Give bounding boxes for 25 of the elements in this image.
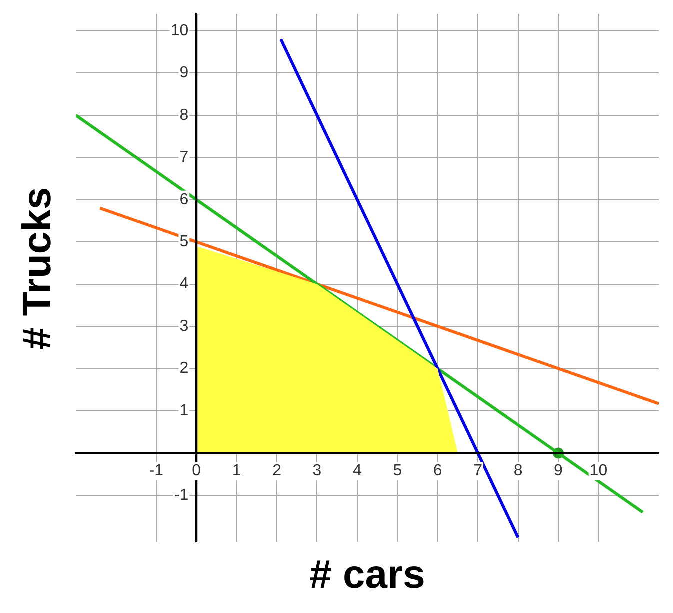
- y-tick-label: 6: [180, 191, 189, 208]
- x-tick-label: 1: [232, 462, 242, 480]
- y-tick-label: 8: [180, 106, 189, 124]
- x-tick-label: 5: [393, 462, 402, 480]
- y-tick-label: -1: [174, 486, 189, 504]
- y-tick-label: 4: [180, 276, 189, 293]
- x-tick-label: 3: [312, 462, 322, 480]
- y-axis-title: # Trucks: [16, 186, 60, 350]
- x-tick-label: 0: [192, 462, 202, 480]
- y-tick-label: 3: [180, 318, 189, 335]
- x-tick-label: 9: [554, 462, 564, 480]
- x-tick-label: 6: [433, 462, 442, 480]
- y-tick-label: 10: [170, 22, 189, 40]
- x-axis-title: # cars: [308, 553, 426, 598]
- x-tick-label: -1: [149, 462, 164, 480]
- y-tick-label: 1: [180, 402, 189, 420]
- x-tick-label: 7: [474, 462, 483, 480]
- x-tick-label: 8: [514, 462, 523, 480]
- y-tick-label: 2: [180, 360, 189, 378]
- x-tick-label: 4: [352, 462, 362, 480]
- x-tick-label: 2: [272, 462, 282, 480]
- x-tick-label: 10: [590, 462, 608, 480]
- y-tick-label: 5: [180, 234, 189, 250]
- y-tick-label: 9: [180, 64, 189, 82]
- y-tick-label: 7: [180, 149, 189, 166]
